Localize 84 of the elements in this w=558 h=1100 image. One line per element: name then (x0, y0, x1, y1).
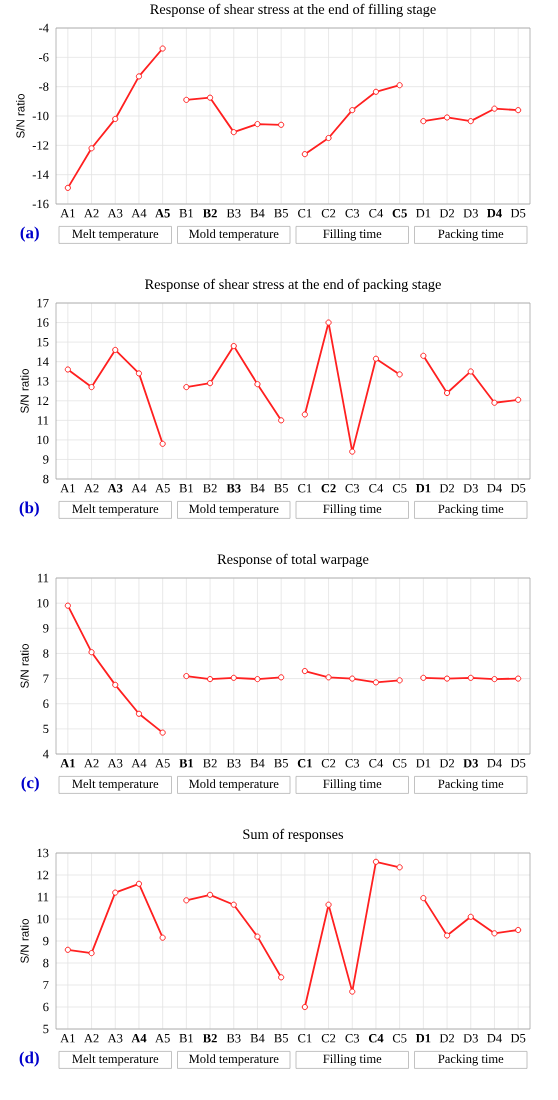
point (420, 895, 427, 902)
point (467, 368, 474, 375)
point (254, 933, 261, 940)
point (467, 118, 474, 125)
point (183, 897, 190, 904)
point (325, 319, 332, 326)
point (254, 381, 261, 388)
point (420, 352, 427, 359)
point (135, 880, 143, 887)
point (64, 366, 71, 373)
point (278, 974, 285, 981)
point (325, 134, 332, 142)
point (301, 1003, 308, 1011)
point (420, 118, 427, 125)
point (135, 710, 143, 717)
point (278, 674, 285, 681)
point (396, 371, 403, 378)
point (372, 858, 380, 865)
point (443, 932, 451, 939)
point (467, 674, 474, 681)
text: (b) (19, 501, 39, 517)
point (135, 73, 143, 80)
point (159, 45, 166, 52)
point (88, 649, 95, 656)
point (301, 667, 308, 675)
point (325, 901, 332, 908)
point (88, 383, 95, 391)
point (396, 864, 403, 871)
point (230, 342, 237, 350)
point (349, 675, 356, 682)
point (515, 396, 522, 403)
point (112, 346, 119, 354)
point (183, 96, 190, 103)
text: (d) (19, 1051, 39, 1067)
point (88, 950, 95, 957)
point (64, 184, 71, 191)
point (301, 151, 308, 158)
point (491, 930, 498, 937)
point (206, 675, 214, 683)
point (278, 417, 285, 424)
point (159, 440, 166, 447)
point (515, 107, 522, 114)
point (230, 901, 237, 908)
point (491, 675, 498, 683)
point (443, 114, 451, 121)
point (349, 107, 356, 114)
point (159, 729, 166, 736)
point (396, 677, 403, 684)
point (467, 913, 474, 920)
point (64, 602, 71, 609)
text: (a) (20, 226, 39, 242)
point (206, 380, 214, 387)
point (491, 105, 498, 112)
point (443, 389, 451, 397)
point (349, 448, 356, 455)
point (515, 675, 522, 682)
point (112, 889, 119, 896)
point (443, 675, 451, 682)
point (183, 672, 190, 680)
point (88, 145, 95, 152)
point (325, 674, 332, 681)
point (491, 399, 498, 406)
point (159, 934, 166, 941)
point (301, 411, 308, 418)
point (349, 988, 356, 995)
point (254, 120, 261, 128)
point (515, 926, 522, 934)
point (64, 946, 71, 953)
point (206, 94, 214, 101)
point (112, 115, 119, 123)
text: (c) (21, 776, 39, 792)
point (230, 129, 237, 136)
point (278, 121, 285, 128)
point (420, 674, 427, 681)
point (183, 383, 190, 391)
point (372, 679, 380, 686)
point (254, 675, 261, 683)
point (396, 82, 403, 89)
point (112, 681, 119, 688)
point (230, 674, 237, 681)
point (135, 370, 143, 377)
point (372, 355, 380, 362)
point (206, 891, 214, 898)
point (372, 88, 380, 95)
